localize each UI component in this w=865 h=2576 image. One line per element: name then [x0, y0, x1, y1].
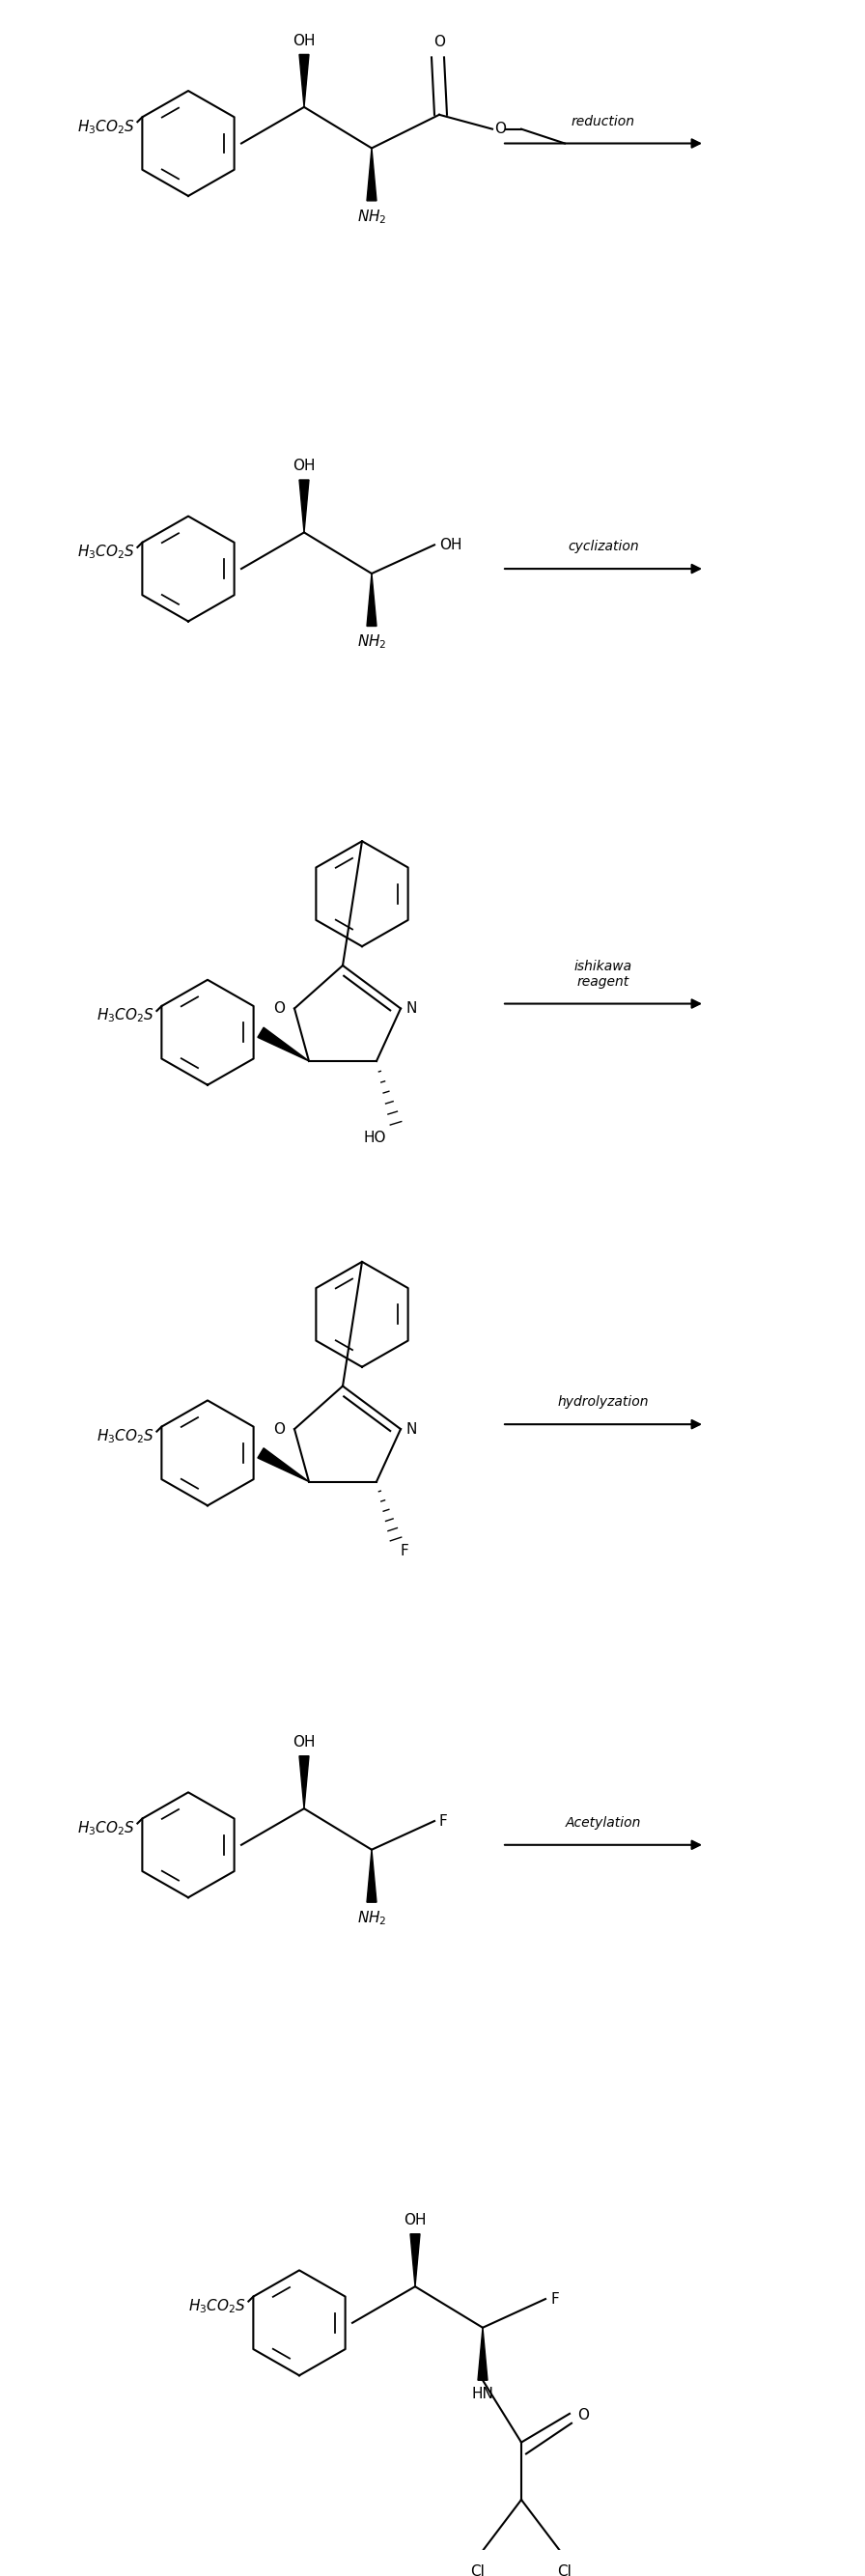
Text: O: O	[433, 36, 445, 49]
Polygon shape	[367, 149, 376, 201]
Text: OH: OH	[439, 538, 462, 551]
Text: $H_3CO_2S$: $H_3CO_2S$	[96, 1427, 154, 1445]
Polygon shape	[299, 1757, 309, 1808]
Text: $H_3CO_2S$: $H_3CO_2S$	[77, 544, 135, 562]
Polygon shape	[299, 54, 309, 108]
Polygon shape	[477, 2329, 488, 2380]
Polygon shape	[410, 2233, 420, 2287]
Polygon shape	[299, 479, 309, 533]
Text: $H_3CO_2S$: $H_3CO_2S$	[188, 2298, 246, 2316]
Polygon shape	[258, 1448, 309, 1481]
Polygon shape	[367, 574, 376, 626]
Text: hydrolyzation: hydrolyzation	[558, 1396, 649, 1409]
Text: $H_3CO_2S$: $H_3CO_2S$	[77, 1819, 135, 1837]
Text: OH: OH	[292, 33, 316, 49]
Text: $NH_2$: $NH_2$	[357, 1909, 387, 1927]
Text: F: F	[439, 1814, 448, 1829]
Text: Acetylation: Acetylation	[566, 1816, 641, 1829]
Text: Cl: Cl	[471, 2566, 485, 2576]
Text: $NH_2$: $NH_2$	[357, 634, 387, 652]
Text: HN: HN	[471, 2388, 494, 2401]
Text: $NH_2$: $NH_2$	[357, 209, 387, 227]
Text: Cl: Cl	[558, 2566, 572, 2576]
Text: O: O	[273, 1422, 285, 1437]
Text: O: O	[577, 2409, 589, 2424]
Text: ishikawa
reagent: ishikawa reagent	[574, 958, 632, 989]
Text: $H_3CO_2S$: $H_3CO_2S$	[77, 118, 135, 137]
Text: HO: HO	[363, 1131, 386, 1146]
Text: N: N	[406, 1422, 416, 1437]
Polygon shape	[258, 1028, 309, 1061]
Polygon shape	[367, 1850, 376, 1901]
Text: O: O	[273, 1002, 285, 1015]
Text: reduction: reduction	[572, 113, 635, 129]
Text: OH: OH	[404, 2213, 426, 2228]
Text: OH: OH	[292, 1734, 316, 1749]
Text: F: F	[550, 2293, 559, 2306]
Text: OH: OH	[292, 459, 316, 474]
Text: O: O	[494, 121, 506, 137]
Text: cyclization: cyclization	[567, 541, 639, 554]
Text: F: F	[400, 1543, 409, 1558]
Text: N: N	[406, 1002, 416, 1015]
Text: $H_3CO_2S$: $H_3CO_2S$	[96, 1007, 154, 1025]
